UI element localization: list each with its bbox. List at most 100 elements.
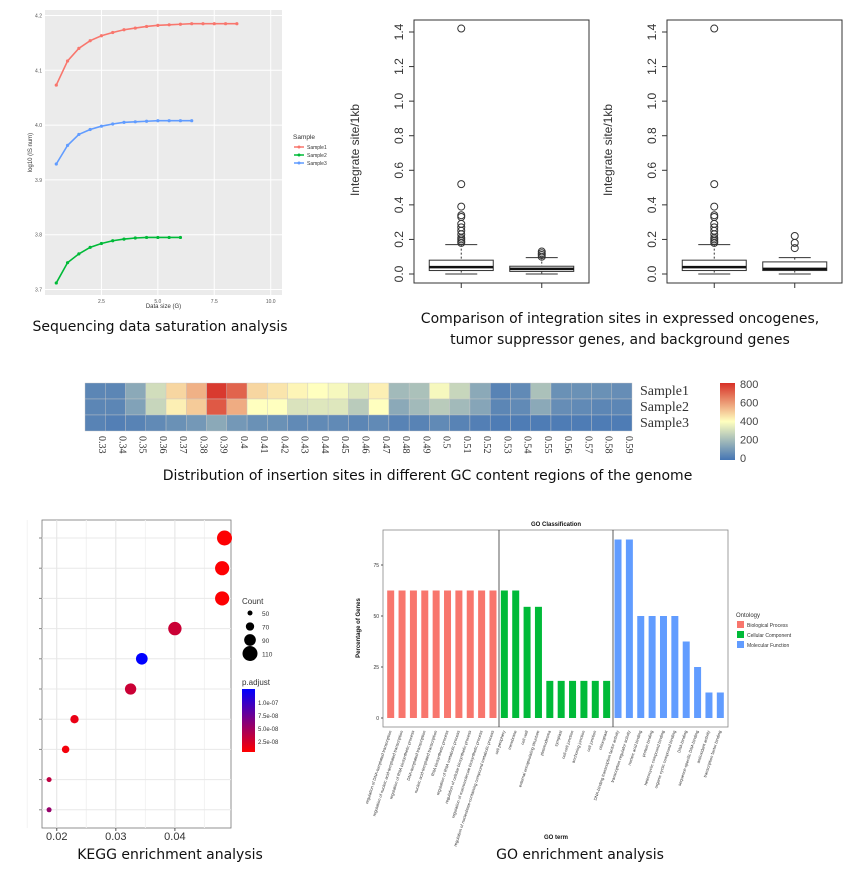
box xyxy=(681,259,747,272)
go-bar xyxy=(546,680,554,718)
heatmap-cell xyxy=(469,414,491,432)
count-legend-label: 110 xyxy=(262,652,273,659)
heatmap-cell xyxy=(591,398,612,416)
data-point-Sample1 xyxy=(65,59,70,63)
caption-go: GO enrichment analysis xyxy=(496,847,664,863)
heatmap-cell xyxy=(165,398,187,416)
x-axis-label: Data size (G) xyxy=(146,304,181,310)
go-bar xyxy=(387,590,395,718)
box xyxy=(762,261,828,272)
column-label: 0.35 xyxy=(137,436,148,454)
heatmap-cell xyxy=(469,398,491,416)
legend-label: Sample1 xyxy=(307,145,327,151)
heatmap-cell xyxy=(186,398,207,416)
series-line-Sample2 xyxy=(55,236,181,284)
data-point-Sample3 xyxy=(54,162,58,166)
go-bar xyxy=(444,590,452,718)
y-tick-label: 1.4 xyxy=(645,23,659,40)
data-point-Sample2 xyxy=(65,261,70,265)
outlier-point xyxy=(457,238,466,247)
heatmap-cell xyxy=(348,382,369,400)
x-tick-label: 2.5 xyxy=(98,299,105,305)
legend-key-point xyxy=(297,145,301,149)
heatmap-cell xyxy=(611,414,633,432)
heatmap-cell xyxy=(165,382,187,400)
heatmap-cell xyxy=(145,414,167,432)
column-label: 0.55 xyxy=(542,436,553,454)
data-point-Sample1 xyxy=(111,30,115,35)
y-tick-label: 0.2 xyxy=(392,231,406,248)
column-label: 0.58 xyxy=(603,436,614,454)
box xyxy=(428,259,494,272)
y-tick-label: 50 xyxy=(373,614,379,620)
heatmap-cell xyxy=(449,382,471,400)
heatmap-cell xyxy=(287,414,309,432)
y-tick-label: 0.8 xyxy=(392,127,406,144)
p-adjust-colorbar xyxy=(242,689,255,752)
heatmap-cell xyxy=(267,382,288,400)
y-tick-label: 1.4 xyxy=(392,23,406,40)
heatmap-cell xyxy=(449,398,471,416)
heatmap-cell xyxy=(145,398,167,416)
y-tick-label: 0.4 xyxy=(645,196,659,213)
heatmap-cell xyxy=(165,414,187,432)
column-label: 0.52 xyxy=(481,436,492,454)
heatmap-cell xyxy=(105,398,126,416)
data-point-Sample1 xyxy=(54,83,58,87)
data-point-Sample2 xyxy=(111,239,115,243)
data-point-Sample3 xyxy=(88,127,92,132)
count-legend-dot xyxy=(245,622,255,631)
heatmap-cell xyxy=(246,382,268,400)
outlier-point xyxy=(790,244,799,253)
data-point-Sample3 xyxy=(65,143,70,147)
column-label: 0.51 xyxy=(461,436,472,454)
go-bar xyxy=(421,590,429,718)
heatmap-cell xyxy=(429,382,450,400)
go-term-label: cell periphery xyxy=(494,729,507,755)
colorbar-tick-label: 400 xyxy=(740,416,758,428)
data-point-Sample1 xyxy=(99,34,104,38)
legend-label: Sample3 xyxy=(307,161,327,167)
p-adjust-legend-title: p.adjust xyxy=(242,678,271,687)
outlier-point xyxy=(710,180,719,189)
row-label-Sample1: Sample1 xyxy=(640,384,689,399)
legend-label: Molecular Function xyxy=(747,643,789,649)
go-term-label: chloroplast xyxy=(598,729,609,751)
enrichment-dot xyxy=(215,591,230,606)
go-bar xyxy=(466,590,474,718)
y-tick-label: 1.0 xyxy=(645,92,659,109)
x-tick-label: 0.03 xyxy=(105,831,126,843)
go-bar xyxy=(398,590,406,718)
heatmap-cell xyxy=(469,382,491,400)
go-bar xyxy=(625,539,633,718)
heatmap-cell xyxy=(550,382,572,400)
go-term-label: organic cyclic compound binding xyxy=(653,729,677,789)
go-chart-title: GO Classification xyxy=(531,522,581,528)
count-legend-label: 50 xyxy=(262,611,270,618)
heatmap-cell xyxy=(226,398,248,416)
column-label: 0.38 xyxy=(197,436,208,454)
y-tick-label: 3.8 xyxy=(35,233,42,239)
data-point-Sample2 xyxy=(88,245,92,249)
legend-label: Biological Process xyxy=(747,623,788,629)
heatmap-cell xyxy=(530,382,552,400)
heatmap-cell xyxy=(571,414,592,432)
data-point-Sample3 xyxy=(77,132,81,137)
data-point-Sample1 xyxy=(167,23,171,27)
y-tick-label: 0.8 xyxy=(645,127,659,144)
count-legend-dot xyxy=(247,610,253,616)
column-label: 0.36 xyxy=(157,436,168,454)
outlier-point xyxy=(457,211,466,220)
saturation-panel xyxy=(45,10,282,295)
y-tick-label: 3.9 xyxy=(35,178,42,184)
kegg-panel xyxy=(41,519,232,829)
data-point-Sample2 xyxy=(133,236,137,240)
go-bar xyxy=(682,641,690,718)
y-tick-label: 1.2 xyxy=(645,58,659,75)
count-legend-title: Count xyxy=(242,597,264,606)
y-tick-label: 0.0 xyxy=(645,265,659,282)
outlier-point xyxy=(537,252,546,261)
y-tick-label: 0.6 xyxy=(645,162,659,179)
data-point-Sample1 xyxy=(178,22,183,26)
